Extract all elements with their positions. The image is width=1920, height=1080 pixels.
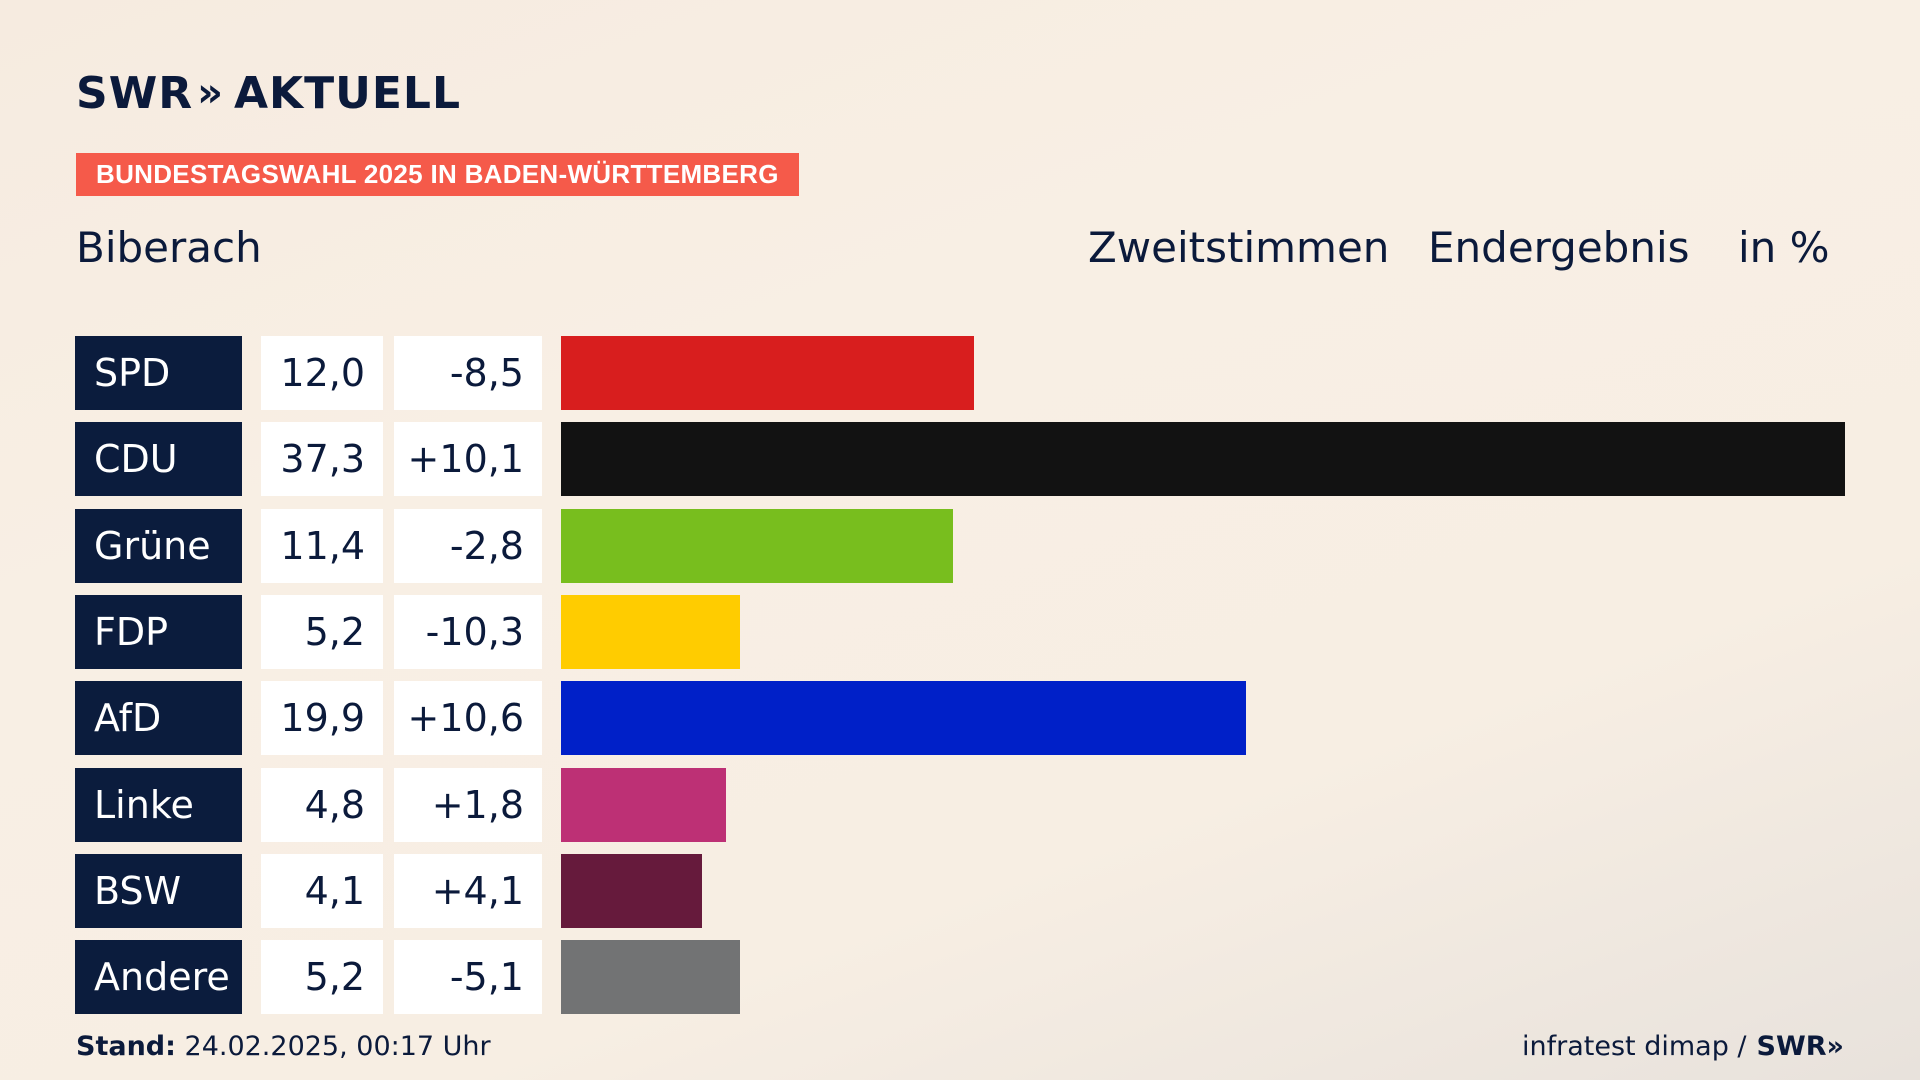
logo-aktuell: AKTUELL [233, 67, 461, 119]
bar-andere [561, 940, 740, 1015]
value-label-linke: 4,8 [261, 767, 383, 842]
value-label-spd: 12,0 [261, 336, 383, 410]
value-label-cdu: 37,3 [261, 422, 383, 497]
value-label-afd: 19,9 [261, 681, 383, 756]
stand-label: Stand: [76, 1031, 176, 1062]
source-brand: SWR» [1756, 1031, 1844, 1062]
diff-label-spd: -8,5 [394, 336, 542, 410]
diff-label-afd: +10,6 [394, 681, 542, 756]
unit-label: in % [1738, 223, 1830, 272]
swr-aktuell-logo: SWR » AKTUELL [76, 67, 461, 119]
bar-linke [561, 767, 727, 842]
bar-spd [561, 336, 975, 410]
party-label-bsw: BSW [75, 853, 242, 928]
bar-bsw [561, 853, 703, 928]
party-label-andere: Andere [75, 940, 242, 1015]
value-label-andere: 5,2 [261, 940, 383, 1015]
source-text: infratest dimap / [1522, 1031, 1747, 1062]
party-label-afd: AfD [75, 681, 242, 756]
party-label-spd: SPD [75, 336, 242, 410]
value-label-gr-ne: 11,4 [261, 508, 383, 583]
stand-value: 24.02.2025, 00:17 Uhr [184, 1031, 491, 1062]
election-banner: BUNDESTAGSWAHL 2025 IN BADEN-WÜRTTEMBERG [76, 153, 799, 196]
value-label-bsw: 4,1 [261, 853, 383, 928]
chevron-right-icon: » [197, 70, 224, 116]
party-label-fdp: FDP [75, 594, 242, 669]
bar-cdu [561, 422, 1845, 497]
bar-afd [561, 681, 1247, 756]
bar-fdp [561, 594, 740, 669]
party-label-cdu: CDU [75, 422, 242, 497]
party-label-linke: Linke [75, 767, 242, 842]
diff-label-andere: -5,1 [394, 940, 542, 1015]
logo-swr: SWR [76, 67, 194, 119]
region-title: Biberach [76, 223, 262, 272]
diff-label-cdu: +10,1 [394, 422, 542, 497]
diff-label-bsw: +4,1 [394, 853, 542, 928]
result-type-label: Endergebnis [1428, 223, 1690, 272]
diff-label-fdp: -10,3 [394, 594, 542, 669]
vote-type-label: Zweitstimmen [1088, 223, 1390, 272]
value-label-fdp: 5,2 [261, 594, 383, 669]
diff-label-linke: +1,8 [394, 767, 542, 842]
party-label-gr-ne: Grüne [75, 508, 242, 583]
source-credit: infratest dimap / SWR» [1522, 1030, 1844, 1064]
bar-gr-ne [561, 508, 954, 583]
timestamp: Stand: 24.02.2025, 00:17 Uhr [76, 1030, 491, 1064]
diff-label-gr-ne: -2,8 [394, 508, 542, 583]
